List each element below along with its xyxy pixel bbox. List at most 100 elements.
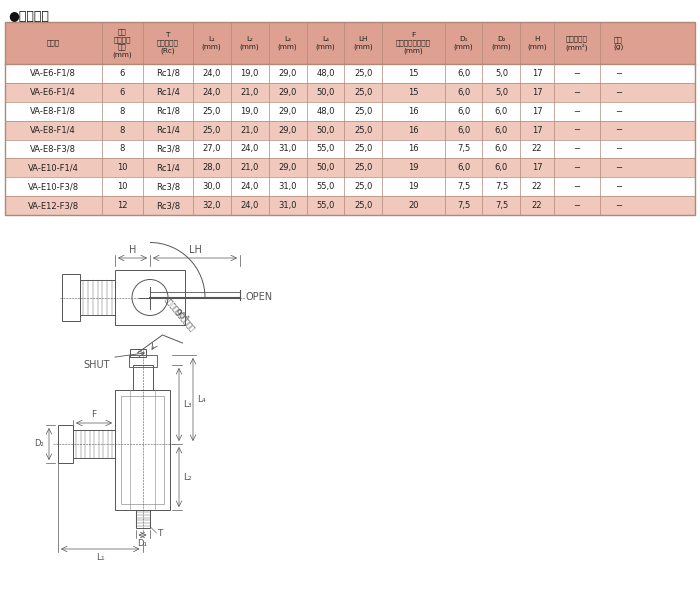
Text: 6,0: 6,0 <box>457 69 470 78</box>
Text: OPEN: OPEN <box>245 292 272 303</box>
Text: L₁: L₁ <box>96 553 104 562</box>
Bar <box>80 280 115 315</box>
Text: 50,0: 50,0 <box>316 163 335 172</box>
Text: 55,0: 55,0 <box>316 201 335 210</box>
Text: 8: 8 <box>120 107 125 116</box>
Text: D₂: D₂ <box>34 440 44 449</box>
Text: 25,0: 25,0 <box>354 88 372 97</box>
Text: 20: 20 <box>408 201 419 210</box>
Text: −: − <box>615 163 622 172</box>
Text: VA-E8-F3/8: VA-E8-F3/8 <box>30 144 76 153</box>
Text: −: − <box>573 144 580 153</box>
Text: 質量
(g): 質量 (g) <box>613 36 624 50</box>
Text: 17: 17 <box>532 88 542 97</box>
Text: 15: 15 <box>408 88 419 97</box>
Text: −: − <box>573 201 580 210</box>
Text: Rc1/8: Rc1/8 <box>156 69 180 78</box>
Text: 48,0: 48,0 <box>316 69 335 78</box>
Text: 17: 17 <box>532 163 542 172</box>
Bar <box>115 390 170 510</box>
Text: SHUT: SHUT <box>83 359 110 370</box>
Text: 32,0: 32,0 <box>202 201 221 210</box>
Text: 21,0: 21,0 <box>240 126 259 135</box>
Bar <box>5 22 695 215</box>
Bar <box>73 430 115 458</box>
Text: 15: 15 <box>408 69 419 78</box>
Text: 10: 10 <box>117 163 127 172</box>
Text: 6: 6 <box>120 88 125 97</box>
Bar <box>115 270 185 325</box>
Text: 90°: 90° <box>172 307 190 324</box>
Text: 19: 19 <box>408 182 419 191</box>
Text: VA-E8-F1/8: VA-E8-F1/8 <box>30 107 76 116</box>
Text: −: − <box>615 126 622 135</box>
Text: 24,0: 24,0 <box>240 201 259 210</box>
Text: 27,0: 27,0 <box>202 144 221 153</box>
Text: 6,0: 6,0 <box>457 88 470 97</box>
Text: 16: 16 <box>408 107 419 116</box>
Text: −: − <box>573 69 580 78</box>
Text: 7,5: 7,5 <box>457 201 470 210</box>
Text: 24,0: 24,0 <box>240 144 259 153</box>
Text: L₃: L₃ <box>183 400 192 409</box>
Text: 品　番: 品 番 <box>47 40 60 47</box>
Text: 6: 6 <box>120 69 125 78</box>
Bar <box>62 274 80 321</box>
Text: 25,0: 25,0 <box>202 107 220 116</box>
Text: 29,0: 29,0 <box>279 69 297 78</box>
Text: VA-E8-F1/4: VA-E8-F1/4 <box>30 126 76 135</box>
Text: ●メスねじ: ●メスねじ <box>8 10 49 23</box>
Text: VA-E6-F1/8: VA-E6-F1/8 <box>30 69 76 78</box>
Text: 5,0: 5,0 <box>495 88 508 97</box>
Text: （ハンドル開閉角度）: （ハンドル開閉角度） <box>164 295 197 332</box>
Text: 22: 22 <box>532 144 542 153</box>
Text: 5,0: 5,0 <box>495 69 508 78</box>
Bar <box>5 64 695 83</box>
Text: LH
(mm): LH (mm) <box>354 36 373 50</box>
Text: 6,0: 6,0 <box>495 163 508 172</box>
Text: 50,0: 50,0 <box>316 88 335 97</box>
Text: 25,0: 25,0 <box>354 126 372 135</box>
Bar <box>129 355 157 367</box>
Text: 28,0: 28,0 <box>202 163 221 172</box>
Text: −: − <box>573 182 580 191</box>
Text: −: − <box>615 107 622 116</box>
Text: 7,5: 7,5 <box>495 182 508 191</box>
Text: 31,0: 31,0 <box>279 182 297 191</box>
Text: −: − <box>615 182 622 191</box>
Text: VA-E10-F3/8: VA-E10-F3/8 <box>28 182 79 191</box>
Text: 31,0: 31,0 <box>279 144 297 153</box>
Text: 29,0: 29,0 <box>279 107 297 116</box>
Text: −: − <box>573 126 580 135</box>
Text: 17: 17 <box>532 126 542 135</box>
Text: −: − <box>615 69 622 78</box>
Text: F: F <box>92 410 97 419</box>
Text: L₄: L₄ <box>197 395 206 404</box>
Text: D₂
(mm): D₂ (mm) <box>491 36 511 50</box>
Text: 55,0: 55,0 <box>316 182 335 191</box>
Text: VA-E10-F1/4: VA-E10-F1/4 <box>28 163 78 172</box>
Text: 31,0: 31,0 <box>279 201 297 210</box>
Bar <box>5 101 695 121</box>
Text: 25,0: 25,0 <box>354 107 372 116</box>
Text: 50,0: 50,0 <box>316 126 335 135</box>
Text: 有効断面積
(mm²): 有効断面積 (mm²) <box>566 36 588 51</box>
Text: 21,0: 21,0 <box>240 163 259 172</box>
Bar <box>5 196 695 215</box>
Text: 12: 12 <box>117 201 127 210</box>
Text: D₁: D₁ <box>138 539 148 548</box>
Bar <box>5 140 695 158</box>
Text: Rc1/4: Rc1/4 <box>156 88 180 97</box>
Text: Rc1/4: Rc1/4 <box>156 126 180 135</box>
Text: 7,5: 7,5 <box>495 201 508 210</box>
Text: 8: 8 <box>120 126 125 135</box>
Text: 30,0: 30,0 <box>202 182 221 191</box>
Bar <box>5 83 695 101</box>
Text: 6,0: 6,0 <box>495 107 508 116</box>
Text: D₁
(mm): D₁ (mm) <box>454 36 473 50</box>
Bar <box>5 158 695 177</box>
Text: L₃
(mm): L₃ (mm) <box>278 36 298 50</box>
Text: T: T <box>158 528 163 538</box>
Text: 6,0: 6,0 <box>495 126 508 135</box>
Text: −: − <box>573 163 580 172</box>
